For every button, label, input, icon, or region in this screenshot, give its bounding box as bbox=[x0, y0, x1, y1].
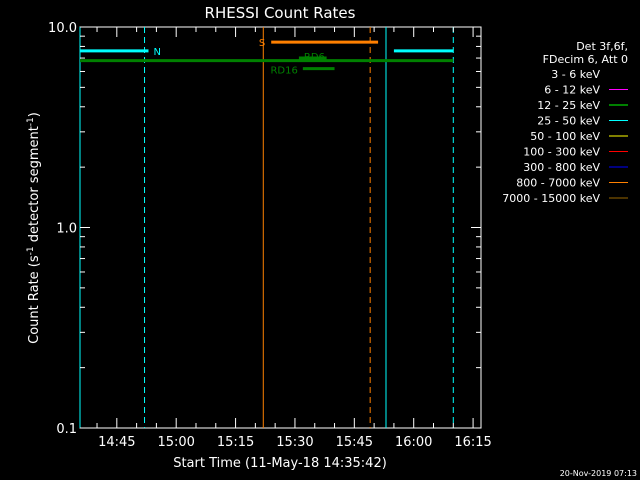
x-tick-label: 15:30 bbox=[276, 435, 313, 450]
y-axis-label-superscript: -1 bbox=[26, 246, 36, 255]
generation-timestamp: 20-Nov-2019 07:13 bbox=[560, 469, 637, 478]
x-tick-label: 15:00 bbox=[157, 435, 194, 450]
y-axis-label-superscript: -1 bbox=[26, 117, 36, 126]
flag-bar-label: RD6 bbox=[304, 52, 325, 63]
legend-entry-label: 7000 - 15000 keV bbox=[502, 192, 600, 205]
y-tick-label: 0.1 bbox=[56, 422, 77, 437]
y-axis-label-part: Count Rate (s bbox=[27, 255, 42, 344]
x-axis-label: Start Time (11-May-18 14:35:42) bbox=[173, 456, 387, 471]
y-tick-label: 1.0 bbox=[56, 222, 77, 237]
time-markers bbox=[79, 27, 454, 428]
x-tick-label: 15:45 bbox=[336, 435, 373, 450]
y-axis-label-part: ) bbox=[27, 112, 42, 117]
chart-title: RHESSI Count Rates bbox=[205, 4, 356, 22]
y-axis-label: Count Rate (s-1 detector segment-1) bbox=[26, 112, 42, 344]
legend-entry-label: 25 - 50 keV bbox=[537, 115, 600, 128]
y-axis-label-part: detector segment bbox=[27, 126, 42, 246]
legend-entry-label: 300 - 800 keV bbox=[523, 161, 600, 174]
legend-header: FDecim 6, Att 0 bbox=[543, 53, 628, 66]
legend: Det 3f,6f,FDecim 6, Att 0 3 - 6 keV 6 - 12… bbox=[502, 40, 628, 205]
legend-entry-label: 6 - 12 keV bbox=[544, 84, 600, 97]
y-tick-label: 10.0 bbox=[48, 21, 77, 36]
x-tick-label: 16:00 bbox=[395, 435, 432, 450]
x-tick-label: 15:15 bbox=[217, 435, 254, 450]
flag-bar-label: N bbox=[153, 47, 160, 58]
flag-bar-label: S bbox=[259, 38, 265, 49]
legend-header: Det 3f,6f, bbox=[576, 40, 628, 53]
legend-entry-label: 12 - 25 keV bbox=[537, 99, 600, 112]
legend-entry-label: 100 - 300 keV bbox=[523, 146, 600, 159]
legend-entry-label: 3 - 6 keV bbox=[551, 68, 600, 81]
x-tick-label: 14:45 bbox=[98, 435, 135, 450]
x-tick-label: 16:15 bbox=[454, 435, 491, 450]
legend-entry-label: 50 - 100 keV bbox=[530, 130, 600, 143]
flag-bars: N S RD6 RD16 bbox=[80, 38, 454, 77]
legend-entry-label: 800 - 7000 keV bbox=[516, 177, 600, 190]
x-axis-ticks: 14:45 15:00 15:15 15:30 15:45 16:00 16:15 bbox=[96, 27, 492, 450]
flag-bar-label: RD16 bbox=[270, 66, 297, 77]
